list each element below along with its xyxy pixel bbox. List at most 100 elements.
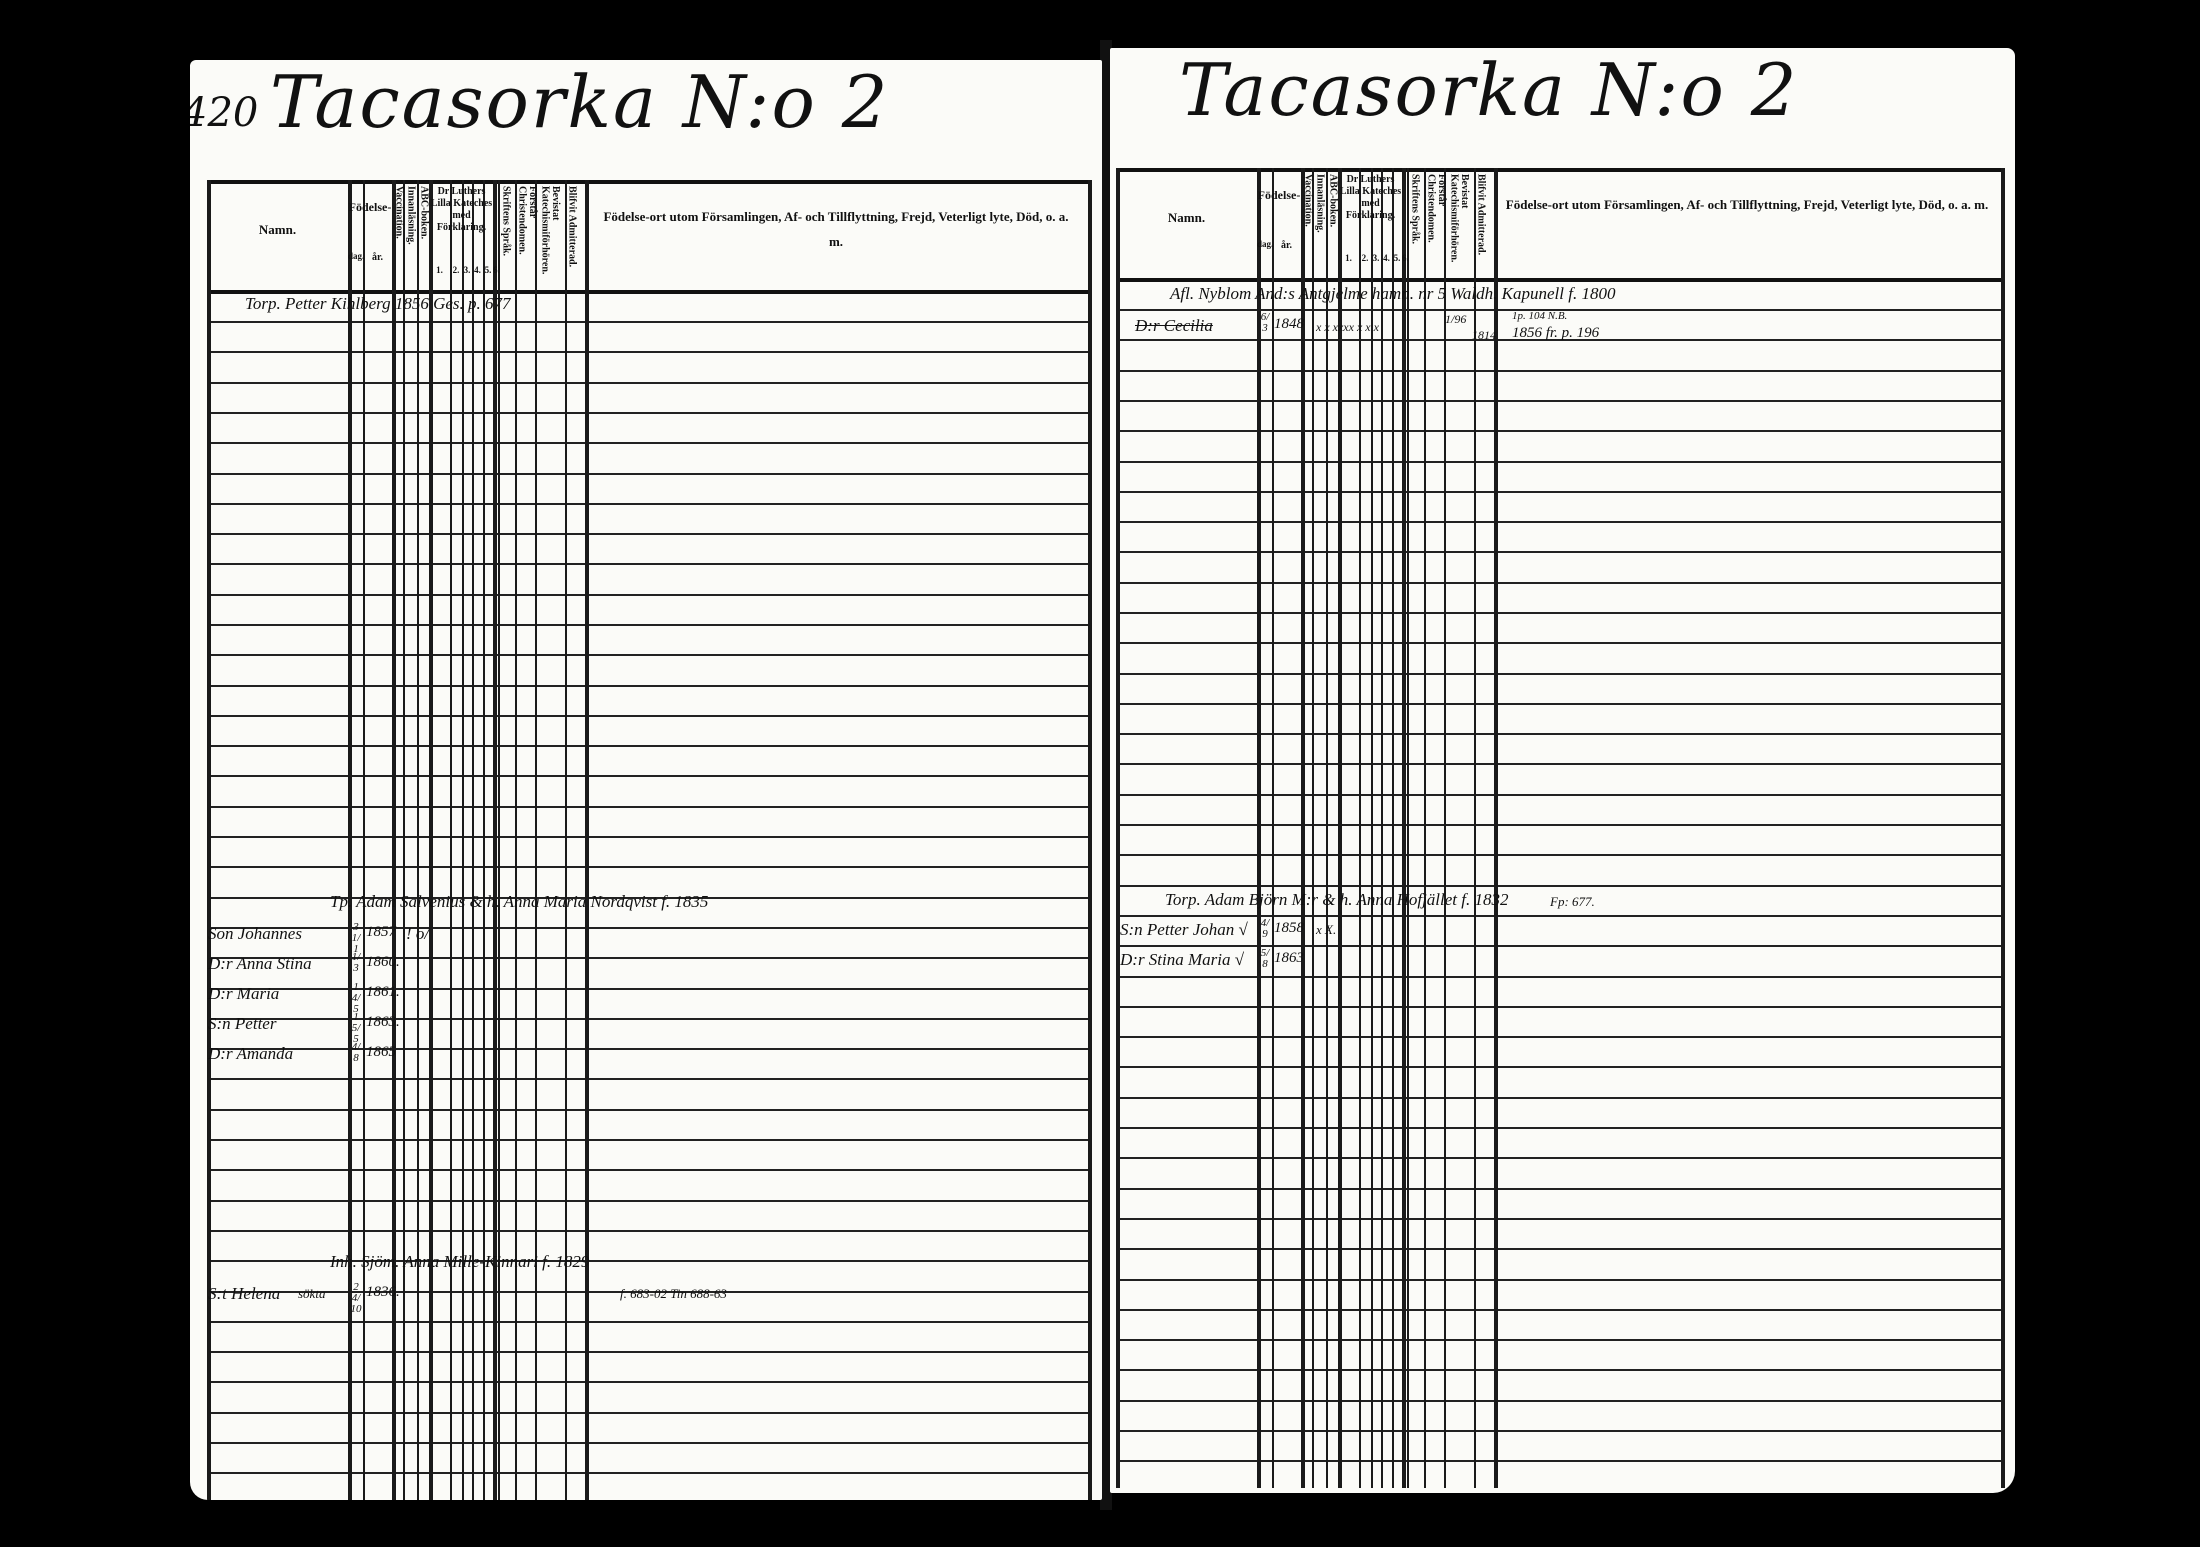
column-rule — [348, 180, 352, 1500]
column-rule — [1402, 168, 1406, 1488]
column-rule — [1371, 168, 1373, 1488]
row-rule — [1116, 400, 2002, 402]
row-rule — [207, 775, 1089, 777]
row-rule — [207, 473, 1089, 475]
left-page: Tacasorka N:o 2420 Namn. Födelse-dag. år. Va… — [190, 60, 1102, 1500]
header-luther-part: 6. — [493, 265, 500, 275]
row-rule — [207, 1260, 1089, 1262]
row-rule — [1116, 1339, 2002, 1341]
row-rule — [1116, 1006, 2002, 1008]
row-rule — [1116, 370, 2002, 372]
row-rule — [207, 1078, 1089, 1080]
header-remarks: Födelse-ort utom Församlingen, Af- och T… — [603, 209, 1069, 249]
row-rule — [1116, 491, 2002, 493]
entry-mark: ! o/ — [406, 924, 430, 943]
row-rule — [207, 988, 1089, 990]
row-rule — [1116, 976, 2002, 978]
row-rule — [1116, 1066, 2002, 1068]
entry-name: S:n Petter — [208, 1014, 277, 1033]
column-rule — [483, 180, 485, 1500]
entry-name: D:r Cecilia — [1135, 316, 1213, 335]
entry-name: D:r Stina Maria √ — [1120, 950, 1245, 969]
column-rule — [1301, 168, 1305, 1488]
header-scripture: Skriftens Språk. — [1409, 174, 1421, 245]
header-luther-part: 1. — [436, 265, 443, 275]
row-rule — [207, 1291, 1089, 1293]
row-rule — [1116, 642, 2002, 644]
column-rule — [1088, 180, 1092, 1500]
entry-birth-year: 1848 — [1274, 316, 1304, 332]
column-rule — [1444, 168, 1446, 1488]
entry-remark: 1p. 104 N.B. — [1512, 310, 1568, 322]
header-day: dag. — [1257, 239, 1274, 249]
row-rule — [1116, 673, 2002, 675]
row-rule — [1116, 1036, 2002, 1038]
row-rule — [1116, 1248, 2002, 1250]
row-rule — [1116, 733, 2002, 735]
column-rule — [1338, 168, 1342, 1488]
row-rule — [1116, 915, 2002, 917]
entry-birth-day: 4/8 — [351, 1041, 361, 1064]
column-rule — [1257, 168, 1261, 1488]
page-title: Tacasorka N:o 2 — [1179, 48, 1799, 132]
header-remarks: Födelse-ort utom Församlingen, Af- och T… — [1505, 197, 1989, 212]
row-rule — [1116, 1218, 2002, 1220]
entry-birth-year: 1863. — [366, 1014, 400, 1030]
header-luther-part: 5. — [1393, 253, 1401, 263]
row-rule — [1116, 1097, 2002, 1099]
row-rule — [207, 1442, 1089, 1444]
entry-admitted: 1/96 — [1445, 312, 1467, 326]
row-rule — [1116, 551, 2002, 553]
header-christian: Förstår Christendomen. — [516, 186, 539, 255]
row-rule — [207, 321, 1089, 323]
entry-name: Son Johannes — [208, 924, 302, 943]
column-rule — [450, 180, 452, 1500]
column-rule — [1474, 168, 1476, 1488]
header-admitted: Blifvit Admitterad. — [566, 186, 578, 268]
entry-remark: 1856 fr. p. 196 — [1512, 325, 1600, 341]
row-rule — [207, 927, 1089, 929]
row-rule — [1116, 430, 2002, 432]
row-rule — [207, 806, 1089, 808]
row-rule — [207, 1351, 1089, 1353]
row-rule — [1116, 309, 2002, 311]
entry-name: D:r Maria — [208, 984, 280, 1003]
row-rule — [207, 957, 1089, 959]
entry-marks: x X. — [1316, 922, 1337, 937]
column-rule — [1272, 168, 1274, 1488]
entry-birth-day: 1/3 — [351, 951, 361, 974]
header-luther-part: 2. — [1361, 253, 1369, 263]
entry-birth-year: 1857 — [366, 924, 396, 940]
row-rule — [207, 1018, 1089, 1020]
column-rule — [392, 180, 396, 1500]
entry-remark: f. 683-02 Tin 688-63 — [620, 1286, 727, 1301]
entry-head: Tp. Adam Salvenius & h. Anna Maria Nordq… — [330, 892, 709, 911]
row-rule — [207, 715, 1089, 717]
entry-birth-year: 1836. — [366, 1284, 400, 1300]
row-rule — [1116, 703, 2002, 705]
header-abc: ABC-boken. — [1327, 174, 1339, 228]
entry-birth-day: 5/8 — [1260, 947, 1270, 970]
row-rule — [1116, 824, 2002, 826]
header-catechism: Bevistat Katechismiförhören. — [1448, 174, 1471, 263]
entry-birth-day: 4/9 — [1260, 917, 1270, 940]
entry-name: D:r Amanda — [208, 1044, 294, 1063]
header-reading: Innanläsning. — [405, 186, 417, 245]
column-rule — [1381, 168, 1383, 1488]
header-luther-part: 5. — [484, 265, 492, 275]
header-name: Namn. — [1167, 210, 1206, 225]
row-rule — [1116, 612, 2002, 614]
page-title: Tacasorka N:o 2 — [270, 60, 890, 144]
column-rule — [1392, 168, 1394, 1488]
header-top-rule — [207, 180, 1089, 184]
row-rule — [207, 503, 1089, 505]
entry-head: Torp. Petter Kihlberg 1856 Ges. p. 677 — [245, 294, 511, 313]
row-rule — [207, 866, 1089, 868]
row-rule — [1116, 1460, 2002, 1462]
row-rule — [1116, 1157, 2002, 1159]
entry-marks: x x xxxx x x x — [1316, 320, 1379, 334]
header-reading: Innanläsning. — [1314, 174, 1326, 233]
book-spine — [1100, 40, 1112, 1510]
header-luther-part: 2. — [452, 265, 460, 275]
row-rule — [207, 1412, 1089, 1414]
